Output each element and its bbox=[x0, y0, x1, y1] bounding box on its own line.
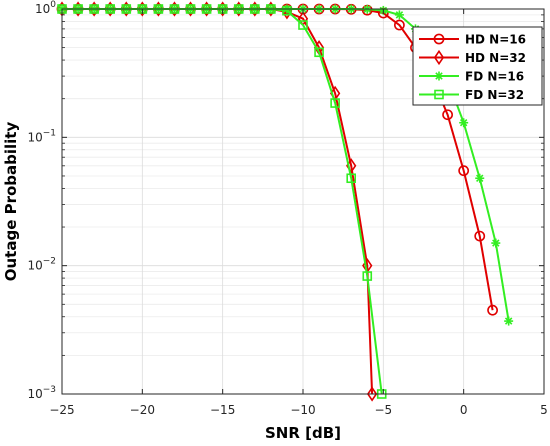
data-point bbox=[491, 238, 501, 248]
data-point bbox=[330, 98, 340, 108]
data-point bbox=[487, 304, 498, 316]
data-point bbox=[366, 386, 378, 402]
legend: HD N=16 HD N=32 FD N=16 FD N=32 bbox=[412, 26, 543, 106]
legend-label: HD N=16 bbox=[465, 33, 526, 47]
data-point bbox=[434, 71, 444, 81]
x-tick-label: −15 bbox=[210, 403, 235, 417]
legend-label: FD N=16 bbox=[465, 70, 524, 84]
y-tick-label: 10−2 bbox=[27, 257, 56, 273]
data-point bbox=[346, 173, 357, 184]
data-point bbox=[434, 89, 444, 100]
asterisk-stroke bbox=[492, 239, 500, 247]
y-tick-label: 10−3 bbox=[27, 385, 56, 401]
y-tick-label: 10−1 bbox=[27, 128, 56, 144]
asterisk-stroke bbox=[459, 118, 468, 127]
axis-ticks bbox=[61, 8, 545, 395]
data-point bbox=[298, 20, 308, 30]
asterisk-stroke bbox=[395, 11, 404, 19]
data-point bbox=[314, 47, 324, 58]
y-tick-label: 100 bbox=[35, 0, 56, 16]
data-point bbox=[504, 316, 514, 326]
legend-label: HD N=32 bbox=[465, 51, 526, 65]
x-tick-label: −10 bbox=[290, 403, 315, 417]
legend-item: HD N=32 bbox=[419, 49, 526, 66]
x-tick-labels: −25 −20 −15 −10 −5 0 5 bbox=[49, 403, 547, 417]
data-point bbox=[458, 165, 470, 177]
y-axis-label: Outage Probability bbox=[2, 122, 20, 282]
asterisk-stroke bbox=[504, 317, 513, 325]
x-axis-label: SNR [dB] bbox=[265, 424, 341, 442]
data-point bbox=[362, 271, 373, 281]
x-tick-label: −5 bbox=[374, 403, 392, 417]
data-point bbox=[475, 173, 485, 183]
x-tick-label: 5 bbox=[540, 403, 548, 417]
legend-label: FD N=32 bbox=[465, 88, 524, 102]
data-point bbox=[459, 118, 469, 128]
data-point bbox=[282, 5, 292, 16]
data-point bbox=[442, 109, 453, 121]
data-point bbox=[433, 49, 445, 66]
legend-item: FD N=32 bbox=[419, 88, 524, 102]
x-tick-label: 0 bbox=[460, 403, 468, 417]
asterisk-stroke bbox=[476, 174, 484, 182]
data-point bbox=[393, 19, 405, 31]
data-point bbox=[474, 230, 486, 242]
x-tick-label: −25 bbox=[49, 403, 74, 417]
x-tick-label: −20 bbox=[130, 403, 155, 417]
legend-item: HD N=16 bbox=[419, 33, 526, 47]
y-tick-labels: 100 10−1 10−2 10−3 bbox=[27, 0, 56, 401]
data-point bbox=[433, 33, 445, 45]
asterisk-stroke bbox=[435, 72, 443, 80]
legend-item: FD N=16 bbox=[419, 70, 524, 84]
data-point bbox=[394, 10, 404, 20]
